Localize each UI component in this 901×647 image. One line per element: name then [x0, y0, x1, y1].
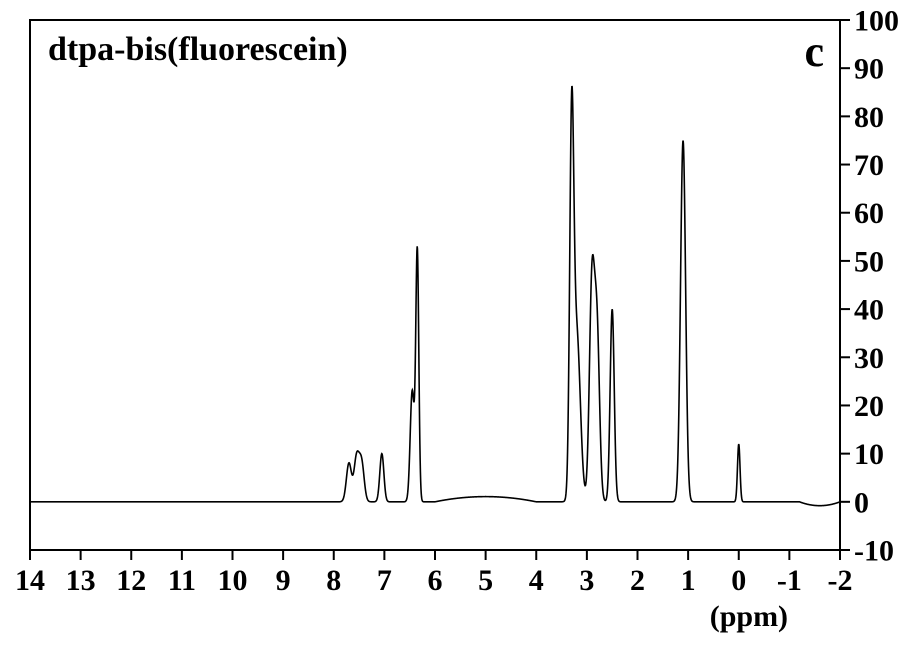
x-tick-label: 7	[377, 564, 392, 597]
nmr-svg-canvas: 14131211109876543210-1-2-100102030405060…	[0, 0, 901, 647]
chart-title: dtpa-bis(fluorescein)	[48, 31, 348, 68]
x-tick-label: 14	[15, 564, 45, 597]
y-tick-label: 70	[854, 149, 884, 182]
panel-label: c	[804, 27, 824, 76]
x-tick-label: 11	[168, 564, 196, 597]
plot-frame	[30, 20, 840, 550]
nmr-spectrum-panel: 14131211109876543210-1-2-100102030405060…	[0, 0, 901, 647]
x-tick-label: 12	[116, 564, 146, 597]
x-tick-label: 13	[66, 564, 96, 597]
x-tick-label: -1	[777, 564, 802, 597]
y-tick-label: -10	[854, 535, 894, 568]
x-tick-label: 9	[276, 564, 291, 597]
y-tick-label: 10	[854, 438, 884, 471]
x-tick-label: 5	[478, 564, 493, 597]
x-tick-label: 2	[630, 564, 645, 597]
y-tick-label: 100	[854, 5, 899, 38]
x-tick-label: 0	[731, 564, 746, 597]
x-tick-label: 8	[326, 564, 341, 597]
x-tick-label: -2	[828, 564, 853, 597]
x-tick-label: 4	[529, 564, 544, 597]
y-tick-label: 0	[854, 486, 869, 519]
x-tick-label: 10	[218, 564, 248, 597]
y-tick-label: 40	[854, 294, 884, 327]
y-tick-label: 50	[854, 245, 884, 278]
x-tick-label: 6	[428, 564, 443, 597]
x-tick-label: 1	[681, 564, 696, 597]
x-tick-label: 3	[579, 564, 594, 597]
y-tick-label: 80	[854, 101, 884, 134]
y-tick-label: 30	[854, 342, 884, 375]
x-unit-label: (ppm)	[710, 600, 788, 633]
y-tick-label: 20	[854, 390, 884, 423]
y-tick-label: 60	[854, 197, 884, 230]
y-tick-label: 90	[854, 53, 884, 86]
spectrum-trace	[30, 86, 840, 506]
